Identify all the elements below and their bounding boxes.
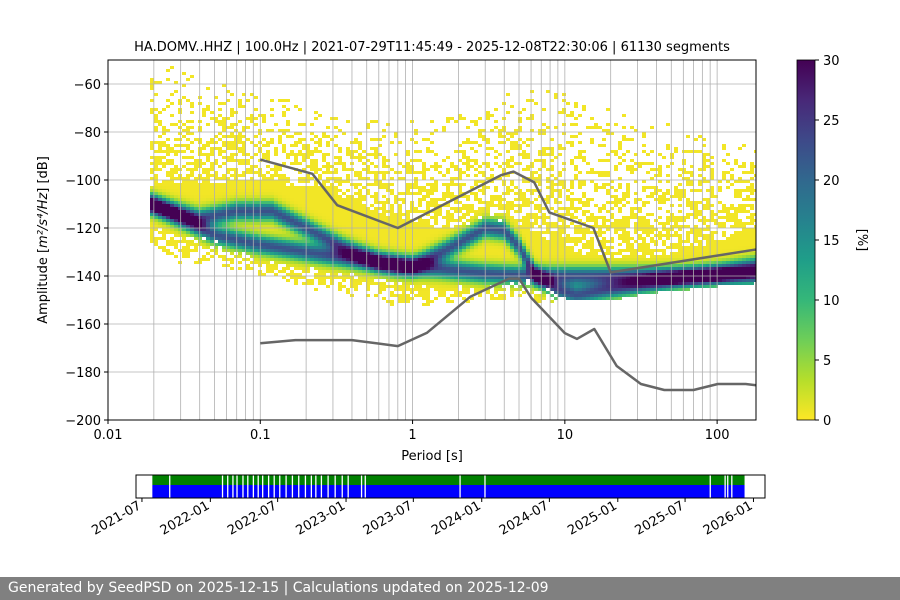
timeline-gap: [727, 475, 729, 498]
timeline-gap: [279, 475, 281, 498]
figure: HA.DOMV..HHZ | 100.0Hz | 2021-07-29T11:4…: [36, 40, 869, 539]
timeline-gap: [291, 475, 294, 498]
y-axis-label-units: m²/s⁴/Hz: [36, 192, 51, 248]
psd-heatmap: [150, 66, 756, 306]
grid-lines: [108, 60, 756, 420]
timeline-frame: [135, 474, 766, 499]
colorbar: 0 5 10 15 20 25 30 [%]: [796, 54, 869, 429]
timeline-gap: [252, 475, 255, 498]
timeline-gap: [315, 475, 317, 498]
colorbar-label: [%]: [854, 229, 869, 252]
timeline-tick-label: 2025-01: [565, 498, 620, 538]
noise-model-curves: [259, 158, 756, 392]
timeline-gap: [242, 475, 244, 498]
colorbar-ticks: 0 5 10 15 20 25 30: [815, 54, 840, 429]
timeline-gap: [221, 475, 224, 498]
timeline-gap: [341, 475, 343, 498]
timeline-gap: [298, 475, 300, 498]
timeline-bars: [152, 475, 745, 498]
x-tick-label: 1: [408, 428, 416, 443]
footer-text: Generated by SeedPSD on 2025-12-15 | Cal…: [8, 580, 549, 596]
timeline-gap: [731, 475, 733, 498]
y-tick-label: −60: [74, 78, 101, 93]
x-tick-label: 100: [705, 428, 730, 443]
timeline-tick-label: 2025-07: [633, 498, 688, 538]
colorbar-tick-label: 10: [823, 294, 840, 309]
timeline-gap: [247, 475, 249, 498]
timeline-tick-label: 2026-01: [701, 498, 756, 538]
colorbar-tick-label: 0: [823, 414, 831, 429]
timeline-tick-label: 2024-07: [497, 498, 552, 538]
plot-area: 0.01 0.1 1 10 100 −60 −80 −100 −120 −140 −160 −180…: [65, 59, 757, 443]
timeline-gap: [257, 475, 259, 498]
colorbar-tick-label: 25: [823, 114, 840, 129]
timeline-gap: [709, 475, 711, 498]
timeline-tick-label: 2022-01: [158, 498, 213, 538]
plot-frame: [107, 59, 757, 421]
chart-title: HA.DOMV..HHZ | 100.0Hz | 2021-07-29T11:4…: [134, 40, 730, 55]
y-tick-label: −80: [74, 126, 101, 141]
timeline-gap: [236, 475, 238, 498]
x-tick-label: 0.1: [250, 428, 271, 443]
colorbar-tick-label: 20: [823, 174, 840, 189]
y-axis: −60 −80 −100 −120 −140 −160 −180 −200: [65, 78, 108, 429]
y-tick-label: −200: [65, 414, 101, 429]
y-tick-label: −100: [65, 174, 101, 189]
timeline-tick-label: 2023-07: [361, 498, 416, 538]
y-axis-label: Amplitude [m²/s⁴/Hz] [dB]: [36, 156, 51, 324]
y-tick-label: −160: [65, 318, 101, 333]
y-tick-label: −180: [65, 366, 101, 381]
timeline-gap: [360, 475, 363, 498]
timeline-gap: [364, 475, 366, 498]
timeline-tick-label: 2023-01: [293, 498, 348, 538]
timeline-gap: [232, 475, 234, 498]
timeline-tick-label: 2021-07: [89, 498, 144, 538]
timeline-gap: [724, 475, 726, 498]
y-axis-label-main: Amplitude [: [36, 248, 51, 324]
processed-bar: [152, 475, 745, 485]
colorbar-tick-label: 30: [823, 54, 840, 69]
timeline-gap: [227, 475, 229, 498]
timeline-gap: [285, 475, 287, 498]
timeline-gap: [320, 475, 323, 498]
timeline-gap: [347, 475, 349, 498]
timeline-gap: [334, 475, 336, 498]
y-axis-label-end: ] [dB]: [36, 156, 51, 193]
x-tick-label: 0.01: [94, 428, 123, 443]
x-axis: 0.01 0.1 1 10 100: [94, 420, 730, 443]
timeline-gap: [262, 475, 264, 498]
availability-timeline: 2021-07 2022-01 2022-07 2023-01 2023-07 2024-…: [89, 474, 766, 539]
timeline-tick-label: 2024-01: [429, 498, 484, 538]
x-tick-label: 10: [557, 428, 574, 443]
x-axis-label: Period [s]: [401, 449, 463, 464]
timeline-axis: 2021-07 2022-01 2022-07 2023-01 2023-07 2024-…: [89, 498, 755, 539]
timeline-gap: [169, 475, 171, 498]
timeline-gap: [267, 475, 270, 498]
y-tick-label: −140: [65, 270, 101, 285]
availability-bar: [152, 485, 745, 498]
timeline-gap: [310, 475, 313, 498]
colorbar-tick-label: 5: [823, 354, 831, 369]
curve-nlnm: [260, 277, 756, 392]
colorbar-gradient: [796, 59, 816, 421]
timeline-gap: [273, 475, 275, 498]
timeline-gap: [327, 475, 329, 498]
footer-bar: Generated by SeedPSD on 2025-12-15 | Cal…: [0, 577, 900, 600]
colorbar-tick-label: 15: [823, 234, 840, 249]
timeline-gap: [484, 475, 486, 498]
timeline-gap: [459, 475, 461, 498]
timeline-gap: [304, 475, 307, 498]
curve-nhnm: [259, 158, 756, 274]
y-tick-label: −120: [65, 222, 101, 237]
timeline-tick-label: 2022-07: [225, 498, 280, 538]
